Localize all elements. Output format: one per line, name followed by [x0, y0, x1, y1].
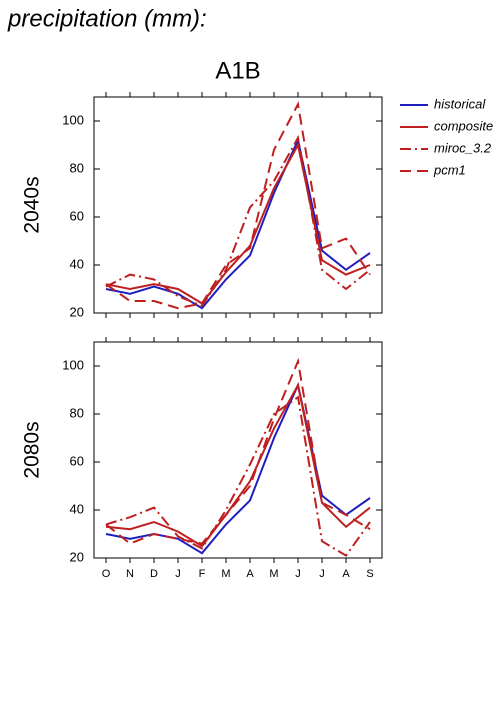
x-tick-label: A: [246, 568, 254, 580]
y-tick-label: 40: [70, 501, 84, 516]
plot-frame: [93, 96, 383, 314]
data-line: [105, 395, 371, 557]
x-tick-label: D: [150, 568, 158, 580]
legend-label: pcm1: [433, 162, 466, 177]
data-line: [105, 357, 371, 545]
data-line: [105, 101, 371, 310]
legend-label: historical: [434, 96, 486, 111]
data-line: [105, 134, 371, 308]
legend-label: miroc_3.2: [434, 140, 492, 155]
x-tick-label: J: [319, 568, 325, 580]
x-tick-label: J: [295, 568, 301, 580]
y-axis-label: 2080s: [21, 421, 44, 478]
y-axis-label: 2040s: [21, 176, 44, 233]
y-tick-label: 80: [70, 405, 84, 420]
x-tick-label: A: [342, 568, 350, 580]
x-tick-label: F: [199, 568, 206, 580]
x-tick-label: J: [175, 568, 181, 580]
x-tick-label: O: [102, 568, 111, 580]
y-tick-label: 100: [62, 112, 84, 127]
y-tick-label: 20: [70, 304, 84, 319]
data-line: [105, 382, 371, 555]
y-tick-label: 80: [70, 160, 84, 175]
y-tick-label: 60: [70, 208, 84, 223]
legend-label: composite: [434, 118, 493, 133]
y-tick-label: 40: [70, 256, 84, 271]
scenario-title: A1B: [215, 57, 260, 84]
page-title: precipitation (mm):: [7, 5, 207, 32]
x-tick-label: M: [269, 568, 278, 580]
data-line: [105, 137, 371, 310]
y-tick-label: 60: [70, 453, 84, 468]
x-tick-label: S: [366, 568, 373, 580]
y-tick-label: 100: [62, 357, 84, 372]
x-tick-label: M: [221, 568, 230, 580]
data-line: [105, 382, 371, 548]
data-line: [105, 142, 371, 305]
plot-frame: [93, 341, 383, 559]
x-tick-label: N: [126, 568, 134, 580]
y-tick-label: 20: [70, 549, 84, 564]
